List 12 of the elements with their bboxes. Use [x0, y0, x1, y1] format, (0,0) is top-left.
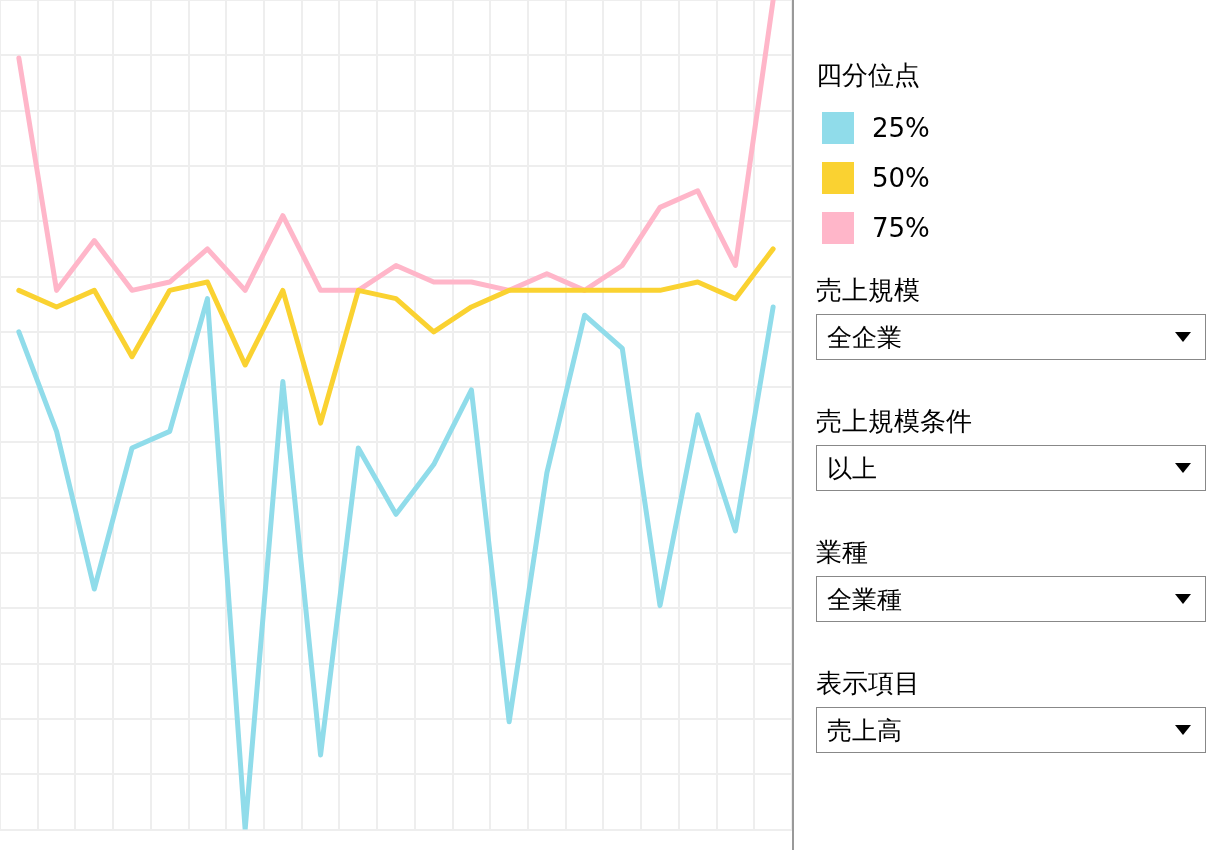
text: 業種 [816, 536, 869, 569]
legend-label: 25% [872, 113, 930, 143]
dropdown-field: 全企業 [816, 314, 1206, 360]
dropdown-field: 売上高 [816, 707, 1206, 753]
legend-label: 75% [872, 213, 930, 243]
text: 売上規模条件 [816, 405, 973, 438]
text: 売上規模 [816, 274, 921, 307]
text: 表示項目 [816, 667, 921, 700]
dropdown-field: 全業種 [816, 576, 1206, 622]
legend-label: 50% [872, 163, 930, 193]
dropdown-field: 以上 [816, 445, 1206, 491]
legend-title: 四分位点 [816, 59, 921, 92]
